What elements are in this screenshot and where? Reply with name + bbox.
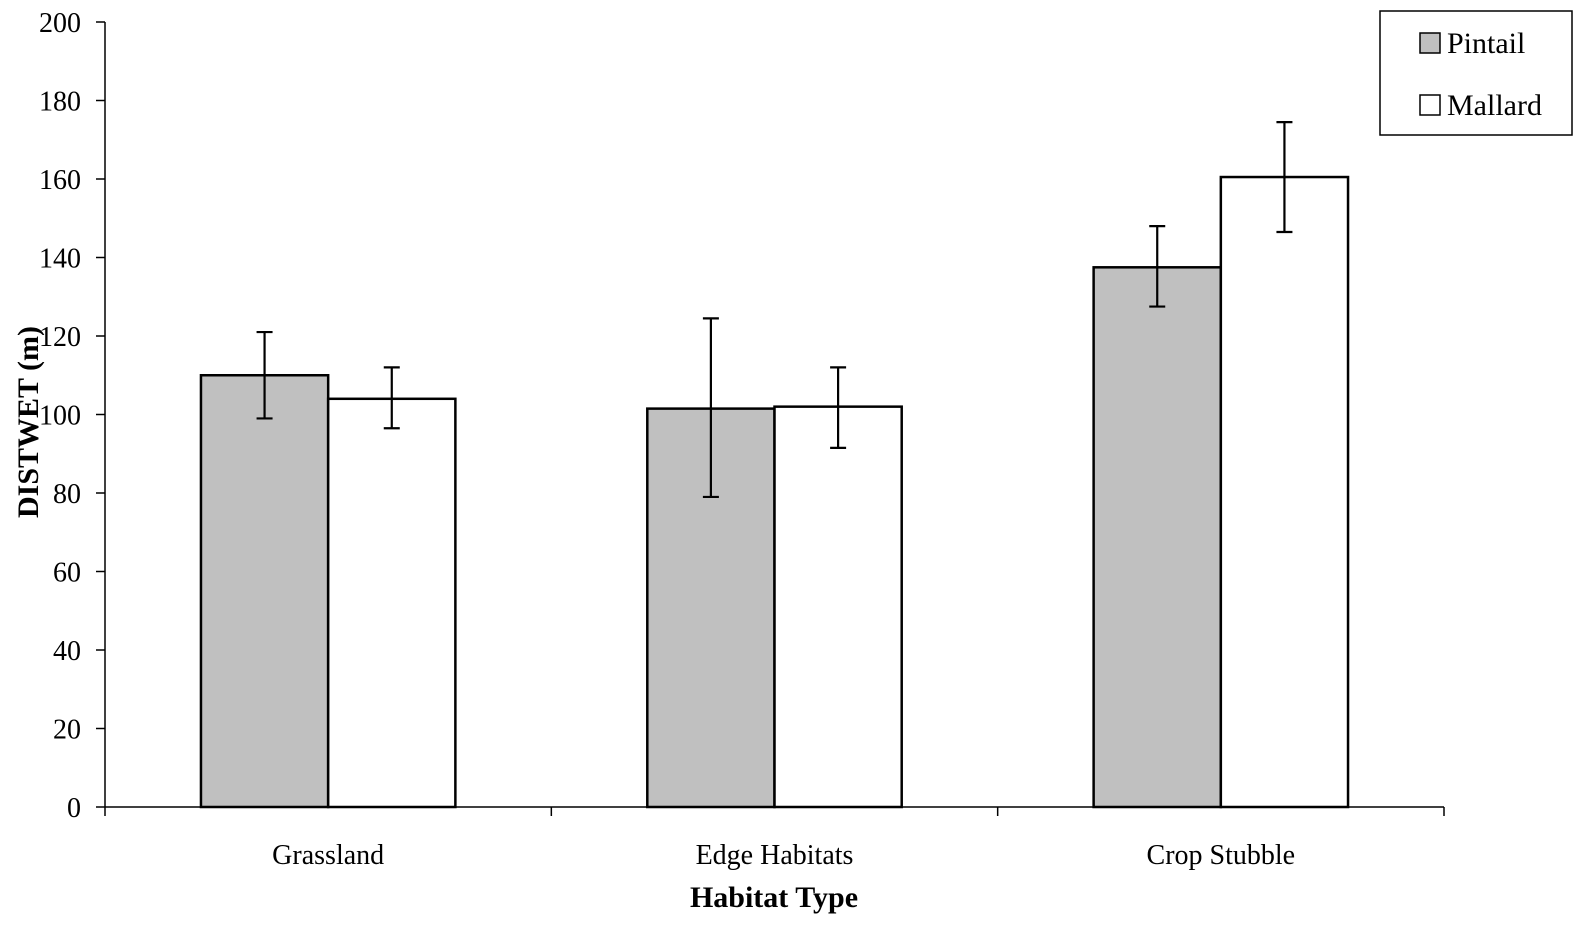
y-axis-title: DISTWET (m) bbox=[12, 326, 45, 518]
legend: Pintail Mallard bbox=[1380, 11, 1572, 135]
y-tick-label: 100 bbox=[39, 401, 81, 432]
y-tick-label: 200 bbox=[39, 8, 81, 39]
x-tick-label: Edge Habitats bbox=[696, 840, 854, 871]
y-tick-label: 140 bbox=[39, 244, 81, 275]
legend-label-mallard: Mallard bbox=[1447, 89, 1542, 122]
legend-swatch-mallard bbox=[1420, 95, 1440, 115]
y-tick-label: 20 bbox=[53, 715, 81, 746]
bar-mallard bbox=[1221, 177, 1348, 807]
y-axis: 0 20 40 60 80 100 120 140 160 180 200 bbox=[39, 8, 105, 824]
x-axis-title: Habitat Type bbox=[690, 881, 858, 914]
bar-pintail bbox=[201, 375, 328, 807]
bar-mallard bbox=[775, 407, 902, 807]
y-tick-label: 60 bbox=[53, 558, 81, 589]
y-tick-label: 160 bbox=[39, 165, 81, 196]
y-tick-label: 120 bbox=[39, 322, 81, 353]
bar-pintail bbox=[1094, 267, 1221, 807]
legend-swatch-pintail bbox=[1420, 33, 1440, 53]
bars bbox=[201, 177, 1348, 807]
x-tick-label: Grassland bbox=[272, 840, 384, 871]
y-tick-label: 0 bbox=[67, 793, 81, 824]
x-tick-label: Crop Stubble bbox=[1147, 840, 1296, 871]
y-tick-label: 180 bbox=[39, 87, 81, 118]
legend-label-pintail: Pintail bbox=[1447, 27, 1525, 60]
bar-mallard bbox=[328, 399, 455, 807]
y-tick-label: 40 bbox=[53, 636, 81, 667]
x-axis: Grassland Edge Habitats Crop Stubble bbox=[105, 807, 1444, 871]
y-tick-label: 80 bbox=[53, 479, 81, 510]
